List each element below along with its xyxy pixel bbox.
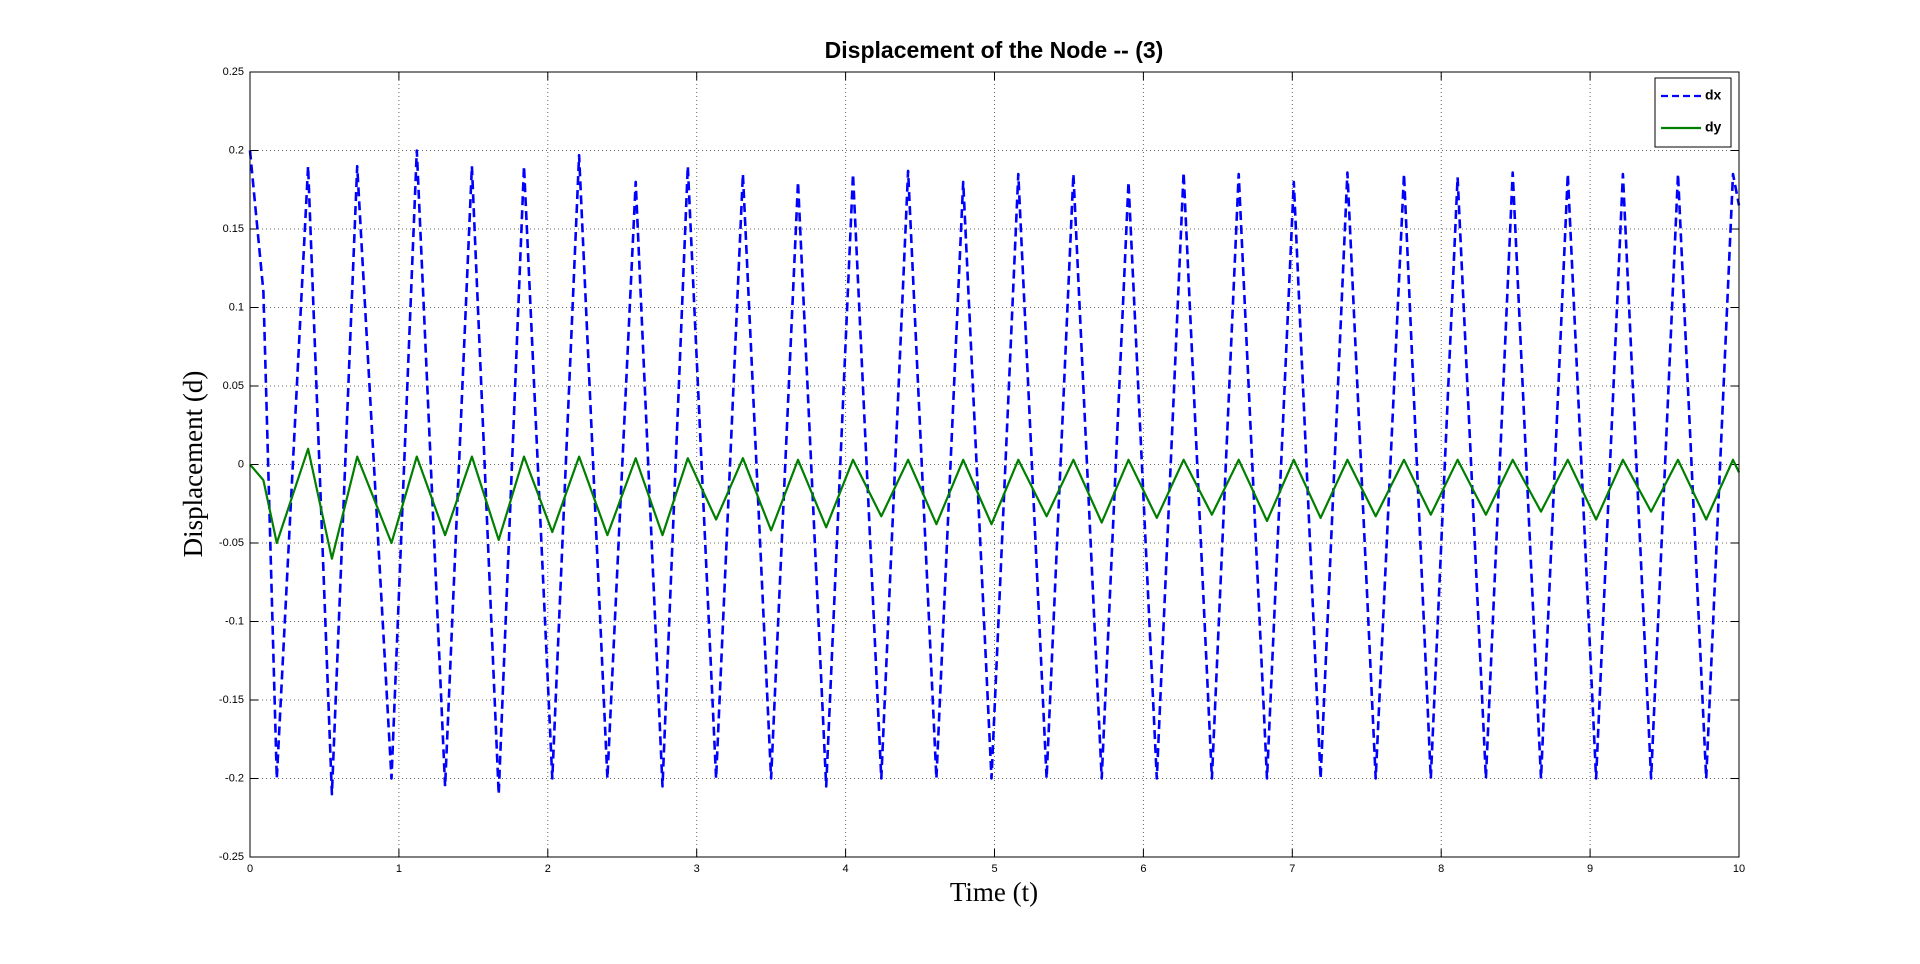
x-tick-label: 6: [1140, 863, 1146, 875]
x-tick-label: 10: [1733, 863, 1745, 875]
axes-box: [249, 71, 1740, 858]
y-tick-label: -0.05: [219, 537, 244, 549]
y-tick-label: 0.1: [229, 301, 244, 313]
legend-label: dy: [1705, 119, 1722, 135]
y-tick-label: 0.15: [223, 223, 244, 235]
y-axis-label: Displacement (d): [178, 371, 208, 558]
x-tick-label: 7: [1289, 863, 1295, 875]
chart-title: Displacement of the Node -- (3): [825, 37, 1164, 63]
x-tick-label: 8: [1438, 863, 1444, 875]
data-line: [248, 149, 1741, 796]
y-tick-label: -0.15: [219, 694, 244, 706]
y-tick-label: 0.05: [223, 380, 244, 392]
y-tick-label: 0: [238, 458, 244, 470]
y-tick-label: -0.25: [219, 851, 244, 863]
x-tick-label: 1: [396, 863, 402, 875]
y-tick-label: -0.1: [225, 615, 244, 627]
y-tick-label: 0.2: [229, 144, 244, 156]
y-tick-label: -0.2: [225, 772, 244, 784]
x-axis-label: Time (t): [950, 877, 1038, 907]
legend-box: [1654, 77, 1732, 148]
x-tick-label: 2: [545, 863, 551, 875]
y-tick-label: 0.25: [223, 66, 244, 78]
x-tick-label: 9: [1587, 863, 1593, 875]
x-tick-label: 4: [843, 863, 849, 875]
x-tick-label: 3: [694, 863, 700, 875]
data-line: [249, 447, 1740, 560]
x-tick-label: 0: [247, 863, 253, 875]
x-tick-label: 5: [991, 863, 997, 875]
legend-label: dx: [1705, 87, 1722, 103]
